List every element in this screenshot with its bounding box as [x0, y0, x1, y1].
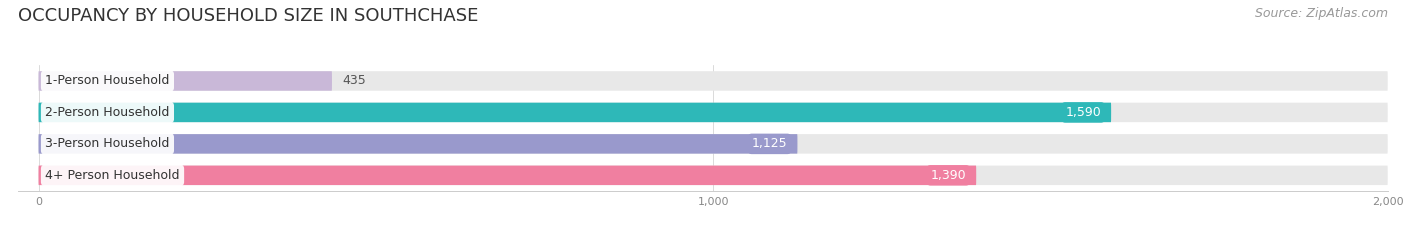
Text: 1,590: 1,590: [1066, 106, 1101, 119]
FancyBboxPatch shape: [38, 103, 1388, 122]
FancyBboxPatch shape: [38, 166, 1388, 185]
Text: 1-Person Household: 1-Person Household: [45, 75, 170, 87]
Text: OCCUPANCY BY HOUSEHOLD SIZE IN SOUTHCHASE: OCCUPANCY BY HOUSEHOLD SIZE IN SOUTHCHAS…: [18, 7, 478, 25]
FancyBboxPatch shape: [38, 103, 1111, 122]
Text: Source: ZipAtlas.com: Source: ZipAtlas.com: [1254, 7, 1388, 20]
Text: 2-Person Household: 2-Person Household: [45, 106, 170, 119]
Text: 3-Person Household: 3-Person Household: [45, 137, 170, 150]
Text: 4+ Person Household: 4+ Person Household: [45, 169, 180, 182]
Text: 1,125: 1,125: [752, 137, 787, 150]
Text: 435: 435: [342, 75, 366, 87]
FancyBboxPatch shape: [38, 71, 1388, 91]
FancyBboxPatch shape: [38, 134, 1388, 154]
FancyBboxPatch shape: [38, 134, 797, 154]
Text: 1,390: 1,390: [931, 169, 966, 182]
FancyBboxPatch shape: [38, 166, 976, 185]
FancyBboxPatch shape: [38, 71, 332, 91]
